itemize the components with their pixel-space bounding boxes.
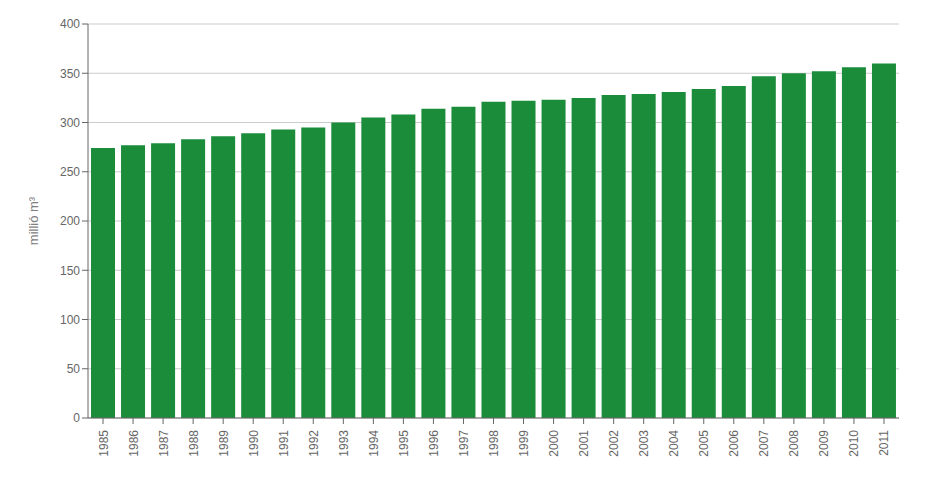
svg-text:1997: 1997 (457, 430, 471, 457)
svg-text:2011: 2011 (878, 430, 892, 456)
svg-text:1992: 1992 (307, 430, 321, 457)
svg-text:2007: 2007 (757, 430, 771, 457)
svg-text:300: 300 (60, 116, 80, 130)
svg-text:1995: 1995 (397, 430, 411, 457)
svg-text:1988: 1988 (187, 430, 201, 457)
svg-text:1990: 1990 (247, 430, 261, 457)
svg-text:millió m³: millió m³ (26, 196, 41, 245)
svg-text:2005: 2005 (697, 430, 711, 457)
svg-text:1998: 1998 (487, 430, 501, 457)
svg-text:100: 100 (60, 313, 80, 327)
svg-text:2009: 2009 (817, 430, 831, 457)
svg-text:400: 400 (60, 17, 80, 31)
svg-text:250: 250 (60, 165, 80, 179)
svg-text:350: 350 (60, 67, 80, 81)
svg-text:2004: 2004 (667, 430, 681, 457)
svg-text:150: 150 (60, 264, 80, 278)
svg-text:1985: 1985 (97, 430, 111, 457)
svg-text:0: 0 (73, 411, 80, 425)
svg-text:50: 50 (67, 362, 81, 376)
svg-text:2008: 2008 (787, 430, 801, 457)
svg-text:2001: 2001 (577, 430, 591, 457)
svg-text:2003: 2003 (637, 430, 651, 457)
svg-text:1991: 1991 (277, 430, 291, 457)
svg-text:1993: 1993 (337, 430, 351, 457)
svg-text:2006: 2006 (727, 430, 741, 457)
svg-text:2002: 2002 (607, 430, 621, 457)
svg-text:1987: 1987 (157, 430, 171, 457)
svg-text:2010: 2010 (847, 430, 861, 457)
svg-text:200: 200 (60, 214, 80, 228)
svg-text:2000: 2000 (547, 430, 561, 457)
svg-text:1994: 1994 (367, 430, 381, 457)
svg-text:1999: 1999 (517, 430, 531, 457)
svg-text:1986: 1986 (127, 430, 141, 457)
svg-text:1989: 1989 (217, 430, 231, 457)
svg-text:1996: 1996 (427, 430, 441, 457)
